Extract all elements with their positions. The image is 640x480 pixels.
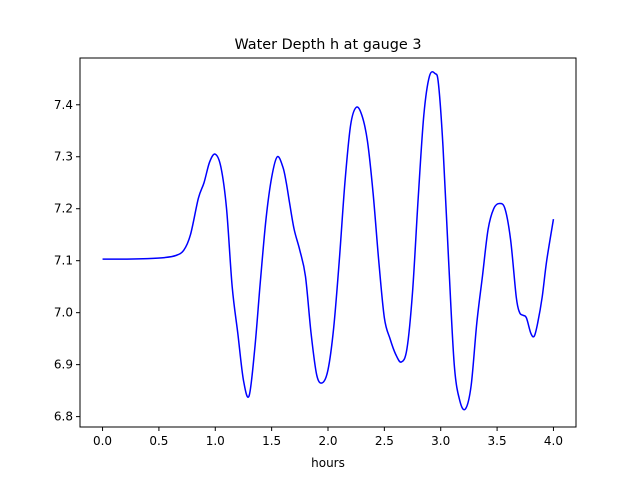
x-axis-label: hours (311, 456, 345, 470)
y-tick-label: 7.0 (54, 306, 73, 320)
x-axis: 0.0 0.5 1.0 1.5 2.0 2.5 3.0 3.5 4.0 (93, 427, 563, 448)
series-line (102, 71, 555, 411)
x-tick-label: 2.0 (318, 434, 337, 448)
x-tick-label: 0.0 (93, 434, 112, 448)
x-tick-label: 3.0 (431, 434, 450, 448)
series-group (102, 71, 555, 411)
y-tick-label: 6.9 (54, 358, 73, 372)
x-tick-label: 3.5 (488, 434, 507, 448)
chart-title: Water Depth h at gauge 3 (234, 37, 421, 53)
y-tick-label: 7.4 (54, 98, 73, 112)
y-axis: 6.8 6.9 7.0 7.1 7.2 7.3 7.4 (54, 98, 80, 424)
x-tick-label: 4.0 (544, 434, 563, 448)
y-tick-label: 7.2 (54, 202, 73, 216)
x-tick-label: 0.5 (149, 434, 168, 448)
x-tick-label: 1.0 (206, 434, 225, 448)
x-tick-label: 2.5 (375, 434, 394, 448)
y-tick-label: 7.3 (54, 150, 73, 164)
y-tick-label: 7.1 (54, 254, 73, 268)
x-tick-label: 1.5 (262, 434, 281, 448)
y-tick-label: 6.8 (54, 410, 73, 424)
